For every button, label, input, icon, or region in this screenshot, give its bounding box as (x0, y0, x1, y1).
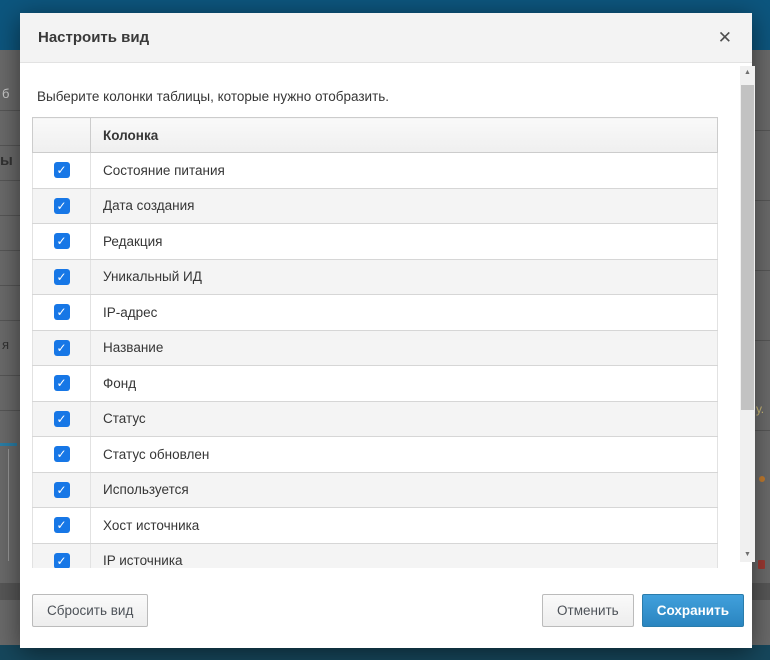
column-label: IP-адрес (90, 294, 718, 331)
backdrop-text-fragment: ы (0, 152, 13, 169)
checkbox-cell: ✓ (32, 258, 91, 295)
column-label: Редакция (90, 223, 718, 260)
table-row: ✓ Дата создания (32, 187, 718, 224)
scroll-up-icon[interactable]: ▲ (744, 69, 751, 76)
checkbox-cell: ✓ (32, 400, 91, 437)
checkbox-cell: ✓ (32, 365, 91, 402)
backdrop-text-fragment: я (2, 337, 10, 352)
table-row: ✓ Название (32, 329, 718, 366)
checkbox-cell: ✓ (32, 507, 91, 544)
reset-view-button[interactable]: Сбросить вид (32, 593, 149, 627)
close-icon[interactable]: ✕ (717, 28, 732, 47)
row-checkbox[interactable]: ✓ (53, 339, 70, 356)
dialog-header: Настроить вид ✕ (20, 13, 752, 63)
checkbox-cell: ✓ (32, 223, 91, 260)
table-row: ✓ Статус (32, 400, 718, 437)
table-row: ✓ Фонд (32, 365, 718, 402)
table-row: ✓ IP источника (32, 542, 718, 568)
column-label: Дата создания (90, 187, 718, 224)
row-checkbox[interactable]: ✓ (53, 197, 70, 214)
row-checkbox[interactable]: ✓ (53, 304, 70, 321)
cancel-button[interactable]: Отменить (542, 593, 634, 627)
checkbox-cell: ✓ (32, 187, 91, 224)
dialog-footer: Сбросить вид Отменить Сохранить (20, 586, 752, 648)
dialog-title: Настроить вид (38, 29, 150, 46)
column-name-header: Колонка (90, 117, 718, 153)
column-label: Уникальный ИД (90, 258, 718, 295)
column-label: Название (90, 329, 718, 366)
row-checkbox[interactable]: ✓ (53, 517, 70, 534)
column-label: IP источника (90, 542, 718, 568)
column-label: Фонд (90, 365, 718, 402)
row-checkbox[interactable]: ✓ (53, 481, 70, 498)
columns-scroll-area: Выберите колонки таблицы, которые нужно … (20, 63, 752, 568)
save-button[interactable]: Сохранить (641, 593, 744, 627)
vertical-scrollbar[interactable]: ▲ ▼ (740, 66, 755, 562)
column-label: Хост источника (90, 507, 718, 544)
row-checkbox[interactable]: ✓ (53, 233, 70, 250)
row-checkbox[interactable]: ✓ (53, 268, 70, 285)
checkbox-cell: ✓ (32, 436, 91, 473)
table-header-row: Колонка (32, 117, 718, 153)
table-row: ✓ Уникальный ИД (32, 258, 718, 295)
checkbox-cell: ✓ (32, 294, 91, 331)
backdrop-text-fragment: у. (756, 402, 765, 416)
scrollbar-thumb[interactable] (741, 85, 754, 410)
table-row: ✓ Статус обновлен (32, 436, 718, 473)
backdrop-orange-dot (759, 476, 765, 482)
column-label: Используется (90, 471, 718, 508)
configure-view-dialog: Настроить вид ✕ Выберите колонки таблицы… (20, 13, 755, 648)
backdrop-red-fragment (758, 560, 765, 569)
columns-table: Колонка ✓ Состояние питания ✓ Дата создания… (32, 117, 718, 568)
checkbox-cell: ✓ (32, 152, 91, 189)
table-row: ✓ Редакция (32, 223, 718, 260)
checkbox-cell: ✓ (32, 471, 91, 508)
dialog-description: Выберите колонки таблицы, которые нужно … (37, 89, 390, 104)
column-label: Состояние питания (90, 152, 718, 189)
row-checkbox[interactable]: ✓ (53, 552, 70, 568)
column-label: Статус (90, 400, 718, 437)
backdrop-text-fragment: б (2, 86, 10, 101)
table-row: ✓ Состояние питания (32, 152, 718, 189)
table-row: ✓ Используется (32, 471, 718, 508)
scroll-down-icon[interactable]: ▼ (744, 551, 751, 558)
row-checkbox[interactable]: ✓ (53, 446, 70, 463)
backdrop-accent-line (0, 443, 17, 446)
table-row: ✓ IP-адрес (32, 294, 718, 331)
row-checkbox[interactable]: ✓ (53, 375, 70, 392)
row-checkbox[interactable]: ✓ (53, 410, 70, 427)
page-footer-bar (0, 645, 770, 660)
checkbox-column-header (32, 117, 91, 153)
checkbox-cell: ✓ (32, 542, 91, 568)
row-checkbox[interactable]: ✓ (53, 162, 70, 179)
column-label: Статус обновлен (90, 436, 718, 473)
checkbox-cell: ✓ (32, 329, 91, 366)
table-row: ✓ Хост источника (32, 507, 718, 544)
